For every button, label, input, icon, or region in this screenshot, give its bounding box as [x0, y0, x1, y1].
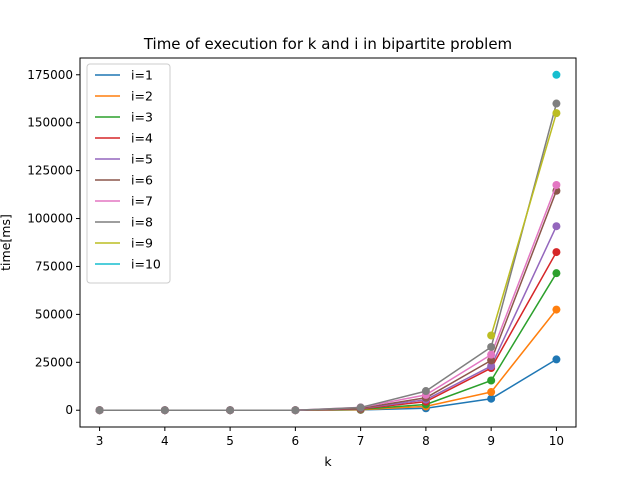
data-point [487, 342, 496, 351]
legend-entry-label: i=4 [131, 131, 153, 146]
x-tick-label: 7 [357, 434, 365, 448]
y-tick-label: 150000 [27, 116, 73, 130]
series-line [490, 112, 558, 336]
x-tick-label: 5 [226, 434, 234, 448]
y-tick-label: 175000 [27, 68, 73, 82]
y-axis-label: time[ms] [0, 214, 13, 271]
data-point [95, 406, 104, 415]
data-point [552, 222, 561, 231]
y-tick-label: 100000 [27, 212, 73, 226]
x-tick-label: 9 [487, 434, 495, 448]
chart-title: Time of execution for k and i in biparti… [143, 35, 512, 53]
data-point [356, 403, 365, 412]
legend-entry-label: i=1 [131, 68, 153, 83]
x-tick-label: 4 [161, 434, 169, 448]
legend-entry-label: i=2 [131, 89, 153, 104]
legend-entry-label: i=3 [131, 110, 153, 125]
data-point [552, 305, 561, 314]
data-point [552, 355, 561, 364]
data-point [487, 376, 496, 385]
y-axis: 0 25000 50000 75000 100000 125000 150000 175000 [27, 68, 80, 417]
x-axis: 3 4 5 6 7 8 9 10 [96, 427, 564, 448]
legend-entry-label: i=9 [131, 236, 153, 251]
data-point [421, 387, 430, 396]
y-tick-label: 50000 [35, 307, 73, 321]
axes-frame [79, 57, 577, 428]
plot-area [95, 70, 561, 415]
y-tick-label: 25000 [35, 355, 73, 369]
legend-entry-label: i=6 [131, 173, 153, 188]
y-tick-label: 75000 [35, 259, 73, 273]
data-point [487, 388, 496, 397]
legend-entry-label: i=7 [131, 194, 153, 209]
x-tick-label: 10 [549, 434, 564, 448]
legend-entry-label: i=8 [131, 215, 153, 230]
legend-box [86, 63, 171, 284]
data-point [487, 350, 496, 359]
data-point [226, 406, 235, 415]
data-point [291, 406, 300, 415]
series-i-10 [552, 70, 561, 79]
legend: i=1 i=2 i=3 i=4 i=5 i=6 i=7 i=8 i=9 i=10 [86, 63, 171, 284]
data-point [552, 180, 561, 189]
x-axis-label: k [324, 454, 332, 469]
data-point [552, 99, 561, 108]
legend-entry-label: i=5 [131, 152, 153, 167]
y-tick-label: 0 [65, 403, 73, 417]
data-point [160, 406, 169, 415]
x-tick-label: 3 [96, 434, 104, 448]
data-point [487, 331, 496, 340]
series-line [99, 103, 558, 411]
data-point [552, 70, 561, 79]
data-point [487, 394, 496, 403]
series-i-9 [487, 109, 561, 340]
series-i-8 [95, 99, 561, 415]
data-point [487, 356, 496, 365]
data-point [487, 362, 496, 371]
y-tick-label: 125000 [27, 164, 73, 178]
data-point [552, 269, 561, 278]
data-point [552, 248, 561, 257]
x-tick-label: 6 [292, 434, 300, 448]
legend-entry-label: i=10 [131, 257, 161, 272]
data-point [552, 109, 561, 118]
x-tick-label: 8 [422, 434, 430, 448]
